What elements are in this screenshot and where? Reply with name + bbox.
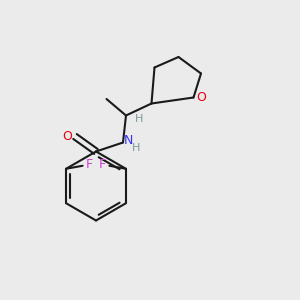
Text: O: O [63, 130, 72, 143]
Text: O: O [196, 91, 206, 104]
Text: F: F [86, 158, 93, 171]
Text: F: F [99, 158, 106, 171]
Text: H: H [131, 143, 140, 153]
Text: N: N [124, 134, 133, 148]
Text: H: H [134, 113, 143, 124]
